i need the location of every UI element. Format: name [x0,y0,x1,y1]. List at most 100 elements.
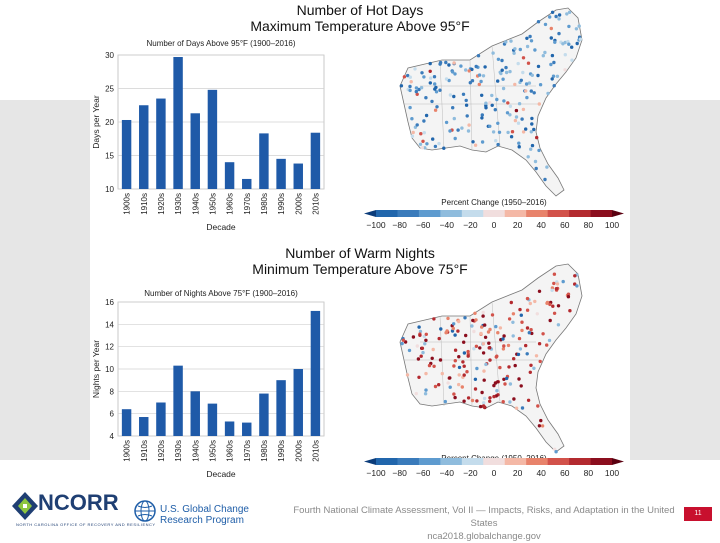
warm-nights-colorbar-swatch [483,458,506,465]
hot-days-colorbar-low-arrow [364,210,376,217]
warm-nights-map-station-dot [462,399,466,403]
hot-days-map-station-dot [459,64,463,68]
warm-nights-ytick-label: 8 [110,387,115,396]
hot-days-map-station-dot [421,139,425,143]
warm-nights-map-station-dot [417,325,421,329]
hot-days-map-station-dot [430,99,434,104]
warm-nights-map-station-dot [545,301,549,305]
hot-days-map-station-dot [512,51,516,55]
warm-nights-map-station-dot [483,335,488,339]
warm-nights-colorbar-swatch [547,458,570,465]
hot-days-map-station-dot [410,117,414,121]
hot-days-map-station-dot [509,135,514,139]
hot-days-map-station-dot [496,121,500,126]
warm-nights-map-station-dot [466,354,470,358]
hot-days-map-station-dot [575,41,579,46]
hot-days-ytick-label: 20 [105,118,114,127]
warm-nights-colorbar-swatch [569,458,591,465]
hot-days-map-station-dot [479,79,483,84]
warm-nights-map-station-dot [432,364,436,368]
warm-nights-map-station-dot [431,347,435,352]
hot-days-map-station-dot [543,177,547,182]
warm-nights-map-station-dot [480,390,484,395]
warm-nights-y-axis-label: Nights per Year [91,340,101,398]
hot-days-map-station-dot [438,88,442,92]
hot-days-map-station-dot [495,97,499,102]
hot-days-map-station-dot [494,139,498,143]
warm-nights-xtick-label: 2010s [311,440,320,462]
hot-days-map-station-dot [536,64,541,69]
warm-nights-colorbar-swatch [440,458,463,465]
warm-nights-map-station-dot [566,292,571,296]
hot-days-colorbar-swatch [397,210,420,217]
hot-days-map-station-dot [525,95,529,100]
warm-nights-colorbar: −100 −80 −60 −40 −20 0 20 40 60 80 100 [364,458,624,478]
hot-days-map-station-dot [496,79,500,83]
hot-days-map-station-dot [473,143,478,147]
warm-nights-map-station-dot [541,332,545,336]
hot-days-map-station-dot [420,146,424,150]
warm-nights-map-station-dot [470,324,474,328]
warm-nights-map-station-dot [453,333,457,337]
hot-days-map-station-dot [466,129,471,133]
warm-nights-map-station-dot [482,378,486,382]
hot-days-map-station-dot [409,80,413,84]
hot-days-bar-1910s [139,105,149,189]
hot-days-xtick-label: 2010s [311,193,320,215]
warm-nights-map-station-dot [496,380,500,384]
warm-nights-colorbar-tick-label: −20 [463,468,478,478]
hot-days-map-station-dot [513,82,517,87]
footer [0,484,720,540]
warm-nights-map-station-dot [470,398,475,403]
hot-days-bar-1980s [259,133,269,189]
warm-nights-map-station-dot [517,377,521,381]
hot-days-map-station-dot [555,74,560,79]
hot-days-map-station-dot [574,27,579,31]
hot-days-colorbar-swatch [440,210,463,217]
hot-days-colorbar-tick-label: −20 [463,220,478,230]
warm-nights-colorbar-tick-label: −80 [392,468,407,478]
warm-nights-map-station-dot [417,375,421,379]
warm-nights-map-station-dot [443,399,447,404]
hot-days-map-station-dot [453,136,457,141]
hot-days-map-station-dot [549,62,553,67]
warm-nights-map-station-dot [494,355,498,359]
warm-nights-map-station-dot [537,342,542,346]
hot-days-map-station-dot [444,60,448,65]
warm-nights-map-station-dot [575,284,579,288]
warm-nights-map-station-dot [475,366,479,371]
hot-days-map-station-dot [517,141,521,145]
hot-days-map-station-dot [442,146,446,150]
hot-days-map-station-dot [464,103,469,107]
hot-days-map-station-dot [504,70,509,75]
hot-days-map-station-dot [554,14,558,19]
warm-nights-colorbar-tick-label: 20 [513,468,523,478]
warm-nights-xtick-label: 1970s [243,440,252,462]
hot-days-map-station-dot [516,61,520,66]
warm-nights-bar-1920s [156,402,166,436]
nca-citation: Fourth National Climate Assessment, Vol … [284,504,684,543]
warm-nights-map-station-dot [507,317,512,321]
warm-nights-bar-1980s [259,393,269,436]
warm-nights-map-station-dot [556,323,561,327]
hot-days-map-station-dot [428,69,432,74]
warm-nights-map-station-dot [512,357,516,361]
warm-nights-map-station-dot [528,301,532,306]
hot-days-colorbar-swatch [569,210,591,217]
hot-days-map-station-dot [399,84,404,88]
hot-days-map-station-dot [557,17,561,21]
hot-days-map-station-dot [529,89,533,93]
warm-nights-map-station-dot [501,400,505,404]
hot-days-map-station-dot [418,142,423,146]
hot-days-colorbar-tick-label: −60 [416,220,431,230]
warm-nights-map-station-dot [452,364,456,368]
warm-nights-map-station-dot [452,392,456,396]
warm-nights-colorbar-low-arrow [364,458,376,465]
hot-days-map-station-dot [513,47,517,51]
hot-days-map-station-dot [497,130,502,134]
warm-nights-map-station-dot [488,399,492,403]
hot-days-map-station-dot [415,123,419,127]
warm-nights-map-station-dot [552,281,556,286]
hot-days-map-station-dot [464,98,468,103]
hot-days-map-station-dot [526,155,530,159]
